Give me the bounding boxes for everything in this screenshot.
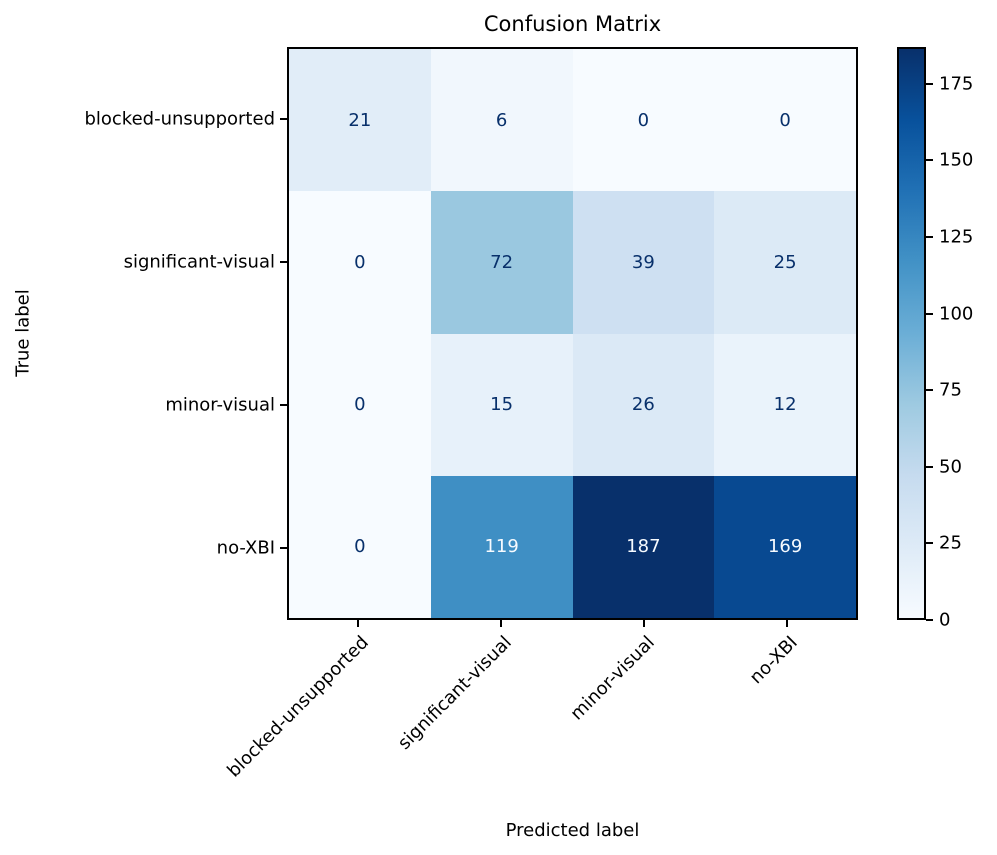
y-tick-mark <box>280 260 287 263</box>
matrix-cell: 21 <box>289 49 431 192</box>
y-tick-label: no-XBI <box>216 537 275 559</box>
colorbar-tick-mark <box>926 542 933 545</box>
matrix-cell: 6 <box>430 49 573 192</box>
x-tick-label: significant-visual <box>394 632 516 754</box>
matrix-cell-value: 39 <box>631 251 655 273</box>
matrix-cell: 0 <box>289 475 431 618</box>
matrix-cell: 169 <box>714 475 856 618</box>
x-tick-label: no-XBI <box>745 632 802 689</box>
x-tick-label: blocked-unsupported <box>223 632 374 782</box>
y-axis-title: True label <box>12 289 34 377</box>
matrix-cell-value: 6 <box>495 109 508 131</box>
matrix-cell: 72 <box>430 191 573 334</box>
heatmap: 21 6 0 0 0 72 39 25 0 15 26 12 0 119 187 169 <box>287 47 858 620</box>
colorbar-tick-mark <box>926 235 933 238</box>
x-tick-mark <box>642 620 645 627</box>
matrix-cell: 0 <box>714 49 856 192</box>
matrix-cell: 15 <box>430 333 573 476</box>
y-tick-label: significant-visual <box>123 251 275 273</box>
y-tick-label: blocked-unsupported <box>84 108 275 130</box>
colorbar-tick-mark <box>926 82 933 85</box>
colorbar-tick-mark <box>926 619 933 621</box>
colorbar-tick-mark <box>926 465 933 468</box>
chart-title: Confusion Matrix <box>483 12 662 36</box>
colorbar <box>897 47 926 620</box>
matrix-cell: 0 <box>572 49 715 192</box>
colorbar-tick-label: 100 <box>939 303 974 325</box>
matrix-cell-value: 187 <box>626 536 661 558</box>
colorbar-tick-label: 25 <box>939 532 962 554</box>
matrix-cell-value: 0 <box>354 251 366 273</box>
matrix-cell: 119 <box>430 475 573 618</box>
y-tick-mark <box>280 404 287 407</box>
matrix-cell-value: 119 <box>484 536 519 558</box>
matrix-cell: 0 <box>289 333 431 476</box>
x-tick-label: minor-visual <box>566 632 659 725</box>
matrix-cell-value: 72 <box>490 251 514 273</box>
matrix-cell-value: 0 <box>637 109 650 131</box>
matrix-cell: 0 <box>289 191 431 334</box>
matrix-cell-value: 0 <box>779 109 791 131</box>
x-axis-title: Predicted label <box>505 820 640 841</box>
y-tick-label: minor-visual <box>165 394 275 416</box>
matrix-cell-value: 169 <box>767 536 803 558</box>
colorbar-tick-mark <box>926 159 933 162</box>
matrix-cell-value: 26 <box>631 394 655 416</box>
matrix-cell-value: 25 <box>773 251 797 273</box>
matrix-cell-value: 0 <box>354 394 366 416</box>
matrix-cell: 25 <box>714 191 856 334</box>
colorbar-tick-label: 175 <box>939 73 974 95</box>
colorbar-tick-mark <box>926 312 933 315</box>
matrix-cell-value: 15 <box>490 394 514 416</box>
matrix-cell-value: 21 <box>348 109 372 131</box>
colorbar-tick-label: 125 <box>939 226 974 248</box>
colorbar-tick-label: 75 <box>939 379 962 401</box>
colorbar-tick-label: 0 <box>939 609 951 631</box>
colorbar-tick-mark <box>926 389 933 392</box>
x-tick-mark <box>500 620 503 627</box>
colorbar-tick-label: 150 <box>939 149 974 171</box>
y-tick-mark <box>280 547 287 550</box>
x-tick-mark <box>357 620 360 627</box>
matrix-cell-value: 12 <box>773 394 797 416</box>
colorbar-tick-label: 50 <box>939 456 962 478</box>
matrix-cell: 12 <box>714 333 856 476</box>
matrix-cell: 26 <box>572 333 715 476</box>
matrix-cell-value: 0 <box>354 536 366 558</box>
x-tick-mark <box>785 620 788 627</box>
y-tick-mark <box>280 117 287 120</box>
matrix-cell: 39 <box>572 191 715 334</box>
matrix-cell: 187 <box>572 475 715 618</box>
